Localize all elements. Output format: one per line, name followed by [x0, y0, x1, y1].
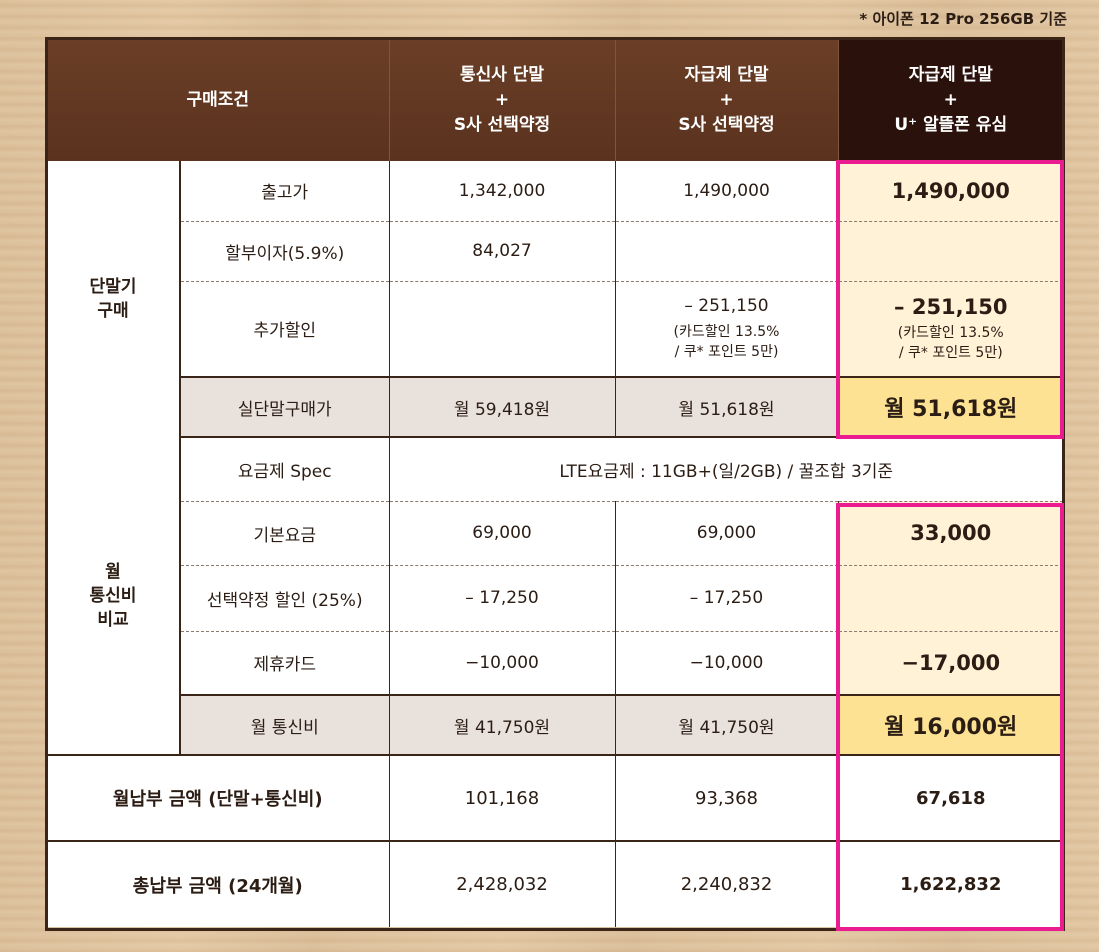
- cell-highlight-sum: 월 51,618원: [838, 376, 1063, 438]
- cell-value: – 251,150 (카드할인 13.5% / 쿠* 포인트 5만): [615, 281, 839, 377]
- cell-highlight-sum: 월 16,000원: [838, 694, 1063, 755]
- row-label: 실단말구매가: [180, 376, 390, 438]
- total-label: 월납부 금액 (단말+통신비): [47, 754, 390, 841]
- cell-value: 2,428,032: [389, 840, 616, 927]
- category-monthly: 월 통신비 비교: [47, 437, 181, 755]
- cell-value: 1,490,000: [615, 161, 839, 222]
- cell-value: 월 51,618원: [615, 376, 839, 438]
- cell-highlight-value: 1,490,000: [838, 161, 1063, 222]
- table-row: 추가할인 – 251,150 (카드할인 13.5% / 쿠* 포인트 5만) …: [47, 281, 1063, 377]
- cell-highlight-value: 67,618: [838, 754, 1063, 841]
- cell-value: 93,368: [615, 754, 839, 841]
- header-row: 구매조건 통신사 단말 + S사 선택약정 자급제 단말 + S사 선택약정 자…: [47, 39, 1063, 161]
- category-device: 단말기 구매: [47, 161, 181, 437]
- cell-value: 1,342,000: [389, 161, 616, 222]
- cell-value: [615, 221, 839, 282]
- row-label: 출고가: [180, 161, 390, 222]
- row-label: 추가할인: [180, 281, 390, 377]
- cell-highlight-value: [838, 565, 1063, 632]
- subtotal-row: 실단말구매가 월 59,418원 월 51,618원 월 51,618원: [47, 376, 1063, 438]
- row-label: 할부이자(5.9%): [180, 221, 390, 282]
- cell-value: – 17,250: [389, 565, 616, 632]
- subtotal-row: 월 통신비 월 41,750원 월 41,750원 월 16,000원: [47, 694, 1063, 755]
- cell-value: 월 41,750원: [389, 694, 616, 755]
- cell-value: 84,027: [389, 221, 616, 282]
- cell-highlight-value: [838, 221, 1063, 282]
- spec-value: LTE요금제 : 11GB+(일/2GB) / 꿀조합 3기준: [389, 437, 1063, 502]
- header-carrier-device: 통신사 단말 + S사 선택약정: [389, 39, 616, 161]
- cell-value: −10,000: [389, 631, 616, 695]
- table-row: 월 통신비 비교 요금제 Spec LTE요금제 : 11GB+(일/2GB) …: [47, 437, 1063, 755]
- row-label: 요금제 Spec: [180, 437, 390, 502]
- table-row: 단말기 구매 출고가 1,342,000 1,490,000 1,490,000: [47, 161, 1063, 437]
- cell-value: −10,000: [615, 631, 839, 695]
- basis-note: * 아이폰 12 Pro 256GB 기준: [859, 10, 1067, 28]
- row-label: 월 통신비: [180, 694, 390, 755]
- header-condition: 구매조건: [47, 39, 390, 161]
- cell-value: 2,240,832: [615, 840, 839, 927]
- total-label: 총납부 금액 (24개월): [47, 840, 390, 927]
- cell-value: 월 59,418원: [389, 376, 616, 438]
- cell-value: 69,000: [615, 501, 839, 566]
- cell-value: 월 41,750원: [615, 694, 839, 755]
- cell-highlight-value: 33,000: [838, 501, 1063, 566]
- row-label: 제휴카드: [180, 631, 390, 695]
- header-mvno-usim: 자급제 단말 + U⁺ 알뜰폰 유심: [838, 39, 1063, 161]
- cell-value: [389, 281, 616, 377]
- cell-value: 69,000: [389, 501, 616, 566]
- table-row: 선택약정 할인 (25%) – 17,250 – 17,250: [47, 565, 1063, 632]
- header-unlocked-device: 자급제 단말 + S사 선택약정: [615, 39, 839, 161]
- table-row: 할부이자(5.9%) 84,027: [47, 221, 1063, 282]
- cell-highlight-value: – 251,150 (카드할인 13.5% / 쿠* 포인트 5만): [838, 281, 1063, 377]
- total-row: 월납부 금액 (단말+통신비) 101,168 93,368 67,618: [47, 754, 1063, 841]
- table-row: 기본요금 69,000 69,000 33,000: [47, 501, 1063, 566]
- row-label: 기본요금: [180, 501, 390, 566]
- cell-value: 101,168: [389, 754, 616, 841]
- table-row: 제휴카드 −10,000 −10,000 −17,000: [47, 631, 1063, 695]
- cell-highlight-value: 1,622,832: [838, 840, 1063, 927]
- total-row: 총납부 금액 (24개월) 2,428,032 2,240,832 1,622,…: [47, 840, 1063, 927]
- row-label: 선택약정 할인 (25%): [180, 565, 390, 632]
- cell-highlight-value: −17,000: [838, 631, 1063, 695]
- cell-value: – 17,250: [615, 565, 839, 632]
- comparison-table: 구매조건 통신사 단말 + S사 선택약정 자급제 단말 + S사 선택약정 자…: [47, 39, 1063, 927]
